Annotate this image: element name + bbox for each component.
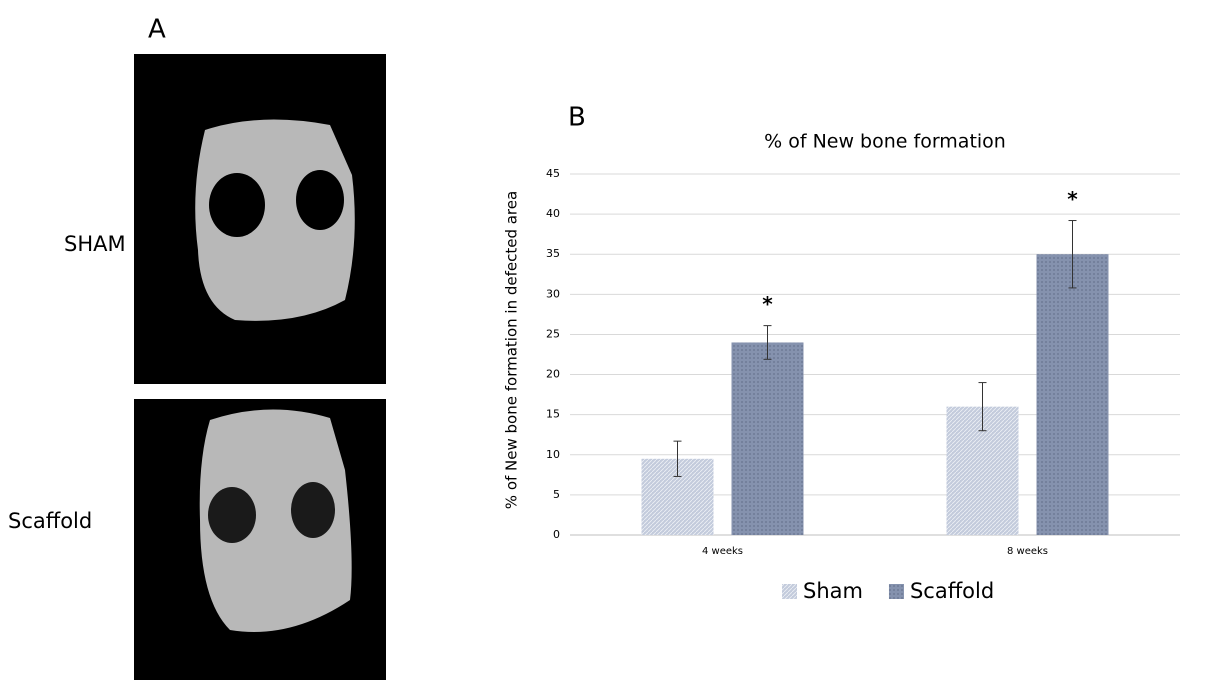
- figure: A B SHAM Scaffold % of New bone formatio…: [0, 0, 1206, 680]
- defect: [296, 170, 344, 230]
- panel-label: B: [568, 103, 586, 133]
- y-tick-label: 30: [546, 287, 560, 300]
- significance-marker: *: [1067, 187, 1078, 211]
- panel-label: A: [148, 15, 166, 45]
- row-label: Scaffold: [8, 509, 92, 533]
- bar: [732, 342, 804, 535]
- significance-marker: *: [762, 292, 773, 316]
- y-tick-label: 15: [546, 408, 560, 421]
- defect: [291, 482, 335, 538]
- chart-title: % of New bone formation: [764, 131, 1006, 153]
- row-label: SHAM: [64, 232, 126, 256]
- legend-swatch: [889, 584, 904, 599]
- x-tick-label: 4 weeks: [702, 546, 743, 557]
- y-tick-label: 20: [546, 368, 560, 381]
- micro-ct-images: [134, 54, 386, 680]
- legend-swatch: [782, 584, 797, 599]
- y-tick-label: 10: [546, 448, 560, 461]
- bar: [1037, 254, 1109, 535]
- y-tick-label: 45: [546, 167, 560, 180]
- legend-label: Scaffold: [910, 579, 994, 603]
- defect: [209, 173, 265, 237]
- y-tick-label: 0: [553, 528, 560, 541]
- y-tick-label: 40: [546, 207, 560, 220]
- y-tick-label: 25: [546, 327, 560, 340]
- y-tick-label: 35: [546, 247, 560, 260]
- y-axis-label: % of New bone formation in defected area: [503, 191, 521, 509]
- x-tick-label: 8 weeks: [1007, 546, 1048, 557]
- defect: [208, 487, 256, 543]
- legend-label: Sham: [803, 579, 863, 603]
- y-tick-label: 5: [553, 488, 560, 501]
